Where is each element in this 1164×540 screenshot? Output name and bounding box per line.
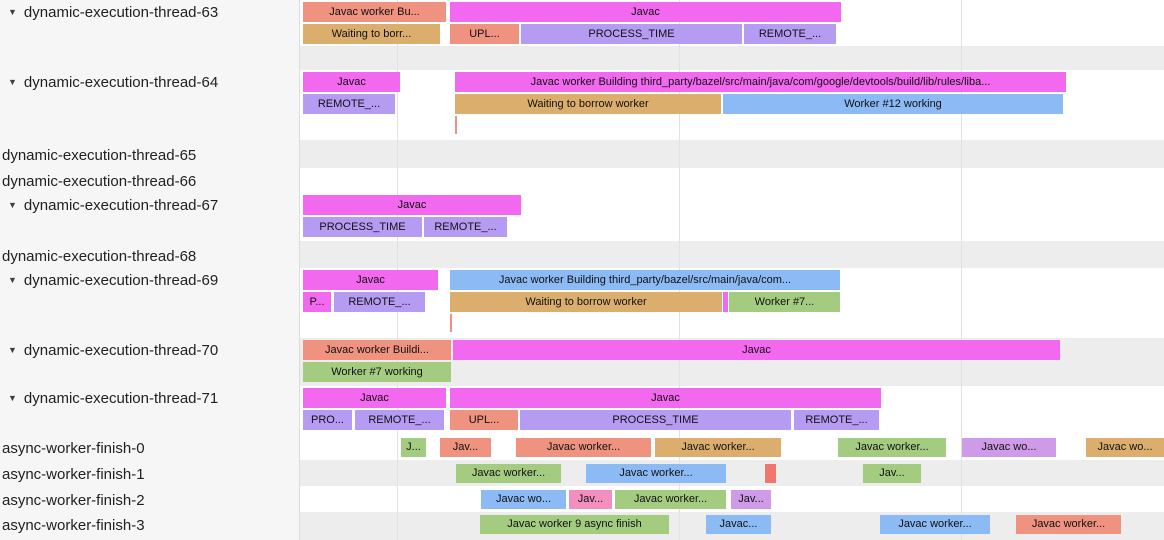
trace-slice[interactable]	[723, 292, 728, 312]
trace-slice[interactable]: Javac worker...	[838, 438, 946, 457]
track-label: async-worker-finish-1	[0, 464, 145, 484]
track-name: async-worker-finish-3	[2, 516, 145, 534]
trace-slice[interactable]: Waiting to borrow worker	[450, 292, 722, 312]
track-label: dynamic-execution-thread-65	[0, 145, 196, 165]
trace-slice[interactable]: Javac...	[706, 515, 771, 534]
trace-slice[interactable]: Waiting to borr...	[303, 24, 440, 44]
trace-slice[interactable]: REMOTE_...	[794, 410, 879, 430]
trace-slice[interactable]: Javac worker Bu...	[303, 2, 446, 22]
trace-slice[interactable]: Javac	[303, 388, 446, 408]
trace-slice[interactable]: REMOTE_...	[424, 217, 507, 237]
trace-slice[interactable]: Javac worker...	[880, 515, 990, 534]
track-name: dynamic-execution-thread-67	[23, 196, 219, 214]
trace-slice[interactable]: Worker #12 working	[723, 94, 1063, 114]
expander-icon[interactable]: ▼	[8, 344, 17, 355]
trace-slice[interactable]: Worker #7...	[729, 292, 840, 312]
expander-icon[interactable]: ▼	[8, 76, 17, 87]
trace-slice[interactable]	[455, 116, 457, 134]
trace-slice[interactable]: Javac wo...	[481, 490, 566, 509]
trace-slice[interactable]	[450, 314, 452, 332]
track-label: dynamic-execution-thread-68	[0, 246, 196, 266]
row-stripe	[300, 140, 1164, 168]
trace-slice[interactable]: Javac worker...	[655, 438, 781, 457]
row-stripe	[300, 46, 1164, 70]
trace-slice[interactable]: Jav...	[731, 490, 771, 509]
track-label-panel	[0, 0, 300, 540]
trace-slice[interactable]: Javac worker Building third_party/bazel/…	[455, 72, 1066, 92]
track-name: dynamic-execution-thread-71	[23, 389, 219, 407]
track-name: async-worker-finish-1	[2, 465, 145, 483]
track-name: dynamic-execution-thread-65	[2, 146, 197, 164]
track-label: ▼ dynamic-execution-thread-69	[0, 270, 218, 290]
track-name: dynamic-execution-thread-64	[23, 73, 219, 91]
trace-slice[interactable]: UPL...	[450, 410, 518, 430]
expander-icon[interactable]: ▼	[8, 199, 17, 210]
track-label: ▼ dynamic-execution-thread-67	[0, 195, 218, 215]
trace-slice[interactable]: REMOTE_...	[334, 292, 425, 312]
track-name: async-worker-finish-2	[2, 491, 145, 509]
trace-slice[interactable]: Javac	[303, 195, 521, 215]
expander-icon[interactable]: ▼	[8, 274, 17, 285]
trace-slice[interactable]: Javac worker...	[615, 490, 726, 509]
track-label: ▼ dynamic-execution-thread-64	[0, 72, 218, 92]
trace-slice[interactable]: UPL...	[450, 24, 519, 44]
trace-slice[interactable]: Javac	[450, 2, 841, 22]
trace-slice[interactable]: PROCESS_TIME	[521, 24, 742, 44]
trace-slice[interactable]: Javac	[453, 340, 1060, 360]
track-label: ▼ dynamic-execution-thread-70	[0, 340, 218, 360]
track-name: dynamic-execution-thread-70	[23, 341, 219, 359]
trace-slice[interactable]: PRO...	[303, 410, 352, 430]
track-name: dynamic-execution-thread-68	[2, 247, 197, 265]
track-name: async-worker-finish-0	[2, 439, 145, 457]
trace-slice[interactable]: REMOTE_...	[744, 24, 836, 44]
expander-icon[interactable]: ▼	[8, 392, 17, 403]
track-label: async-worker-finish-0	[0, 438, 145, 458]
trace-slice[interactable]: Waiting to borrow worker	[455, 94, 721, 114]
track-label: ▼ dynamic-execution-thread-63	[0, 2, 218, 22]
trace-slice[interactable]: P...	[303, 292, 331, 312]
track-label: async-worker-finish-3	[0, 515, 145, 535]
track-name: dynamic-execution-thread-69	[23, 271, 219, 289]
trace-slice[interactable]: Jav...	[569, 490, 612, 509]
trace-slice[interactable]: Javac worker...	[456, 464, 561, 483]
trace-slice[interactable]: PROCESS_TIME	[303, 217, 422, 237]
trace-slice[interactable]: Javac worker...	[586, 464, 726, 483]
trace-slice[interactable]: Javac	[450, 388, 881, 408]
track-label: dynamic-execution-thread-66	[0, 171, 196, 191]
trace-slice[interactable]: Javac worker...	[516, 438, 651, 457]
track-name: dynamic-execution-thread-63	[23, 3, 219, 21]
trace-slice[interactable]: Javac worker Building third_party/bazel/…	[450, 270, 840, 290]
trace-slice[interactable]: Jav...	[863, 464, 921, 483]
trace-slice[interactable]: Javac worker Buildi...	[303, 340, 451, 360]
trace-slice[interactable]: Javac wo...	[1086, 438, 1164, 457]
row-stripe	[300, 241, 1164, 268]
track-label: async-worker-finish-2	[0, 490, 145, 510]
trace-slice[interactable]: Worker #7 working	[303, 362, 451, 382]
trace-slice[interactable]: Javac	[303, 72, 400, 92]
trace-slice[interactable]: REMOTE_...	[355, 410, 444, 430]
trace-slice[interactable]: PROCESS_TIME	[520, 410, 791, 430]
trace-slice[interactable]: J...	[401, 438, 426, 457]
track-name: dynamic-execution-thread-66	[2, 172, 197, 190]
trace-slice[interactable]	[765, 464, 776, 483]
trace-slice[interactable]: REMOTE_...	[303, 94, 395, 114]
trace-slice[interactable]: Javac worker...	[1016, 515, 1121, 534]
trace-slice[interactable]: Javac wo...	[962, 438, 1056, 457]
trace-slice[interactable]: Jav...	[440, 438, 491, 457]
time-gridline	[961, 0, 962, 540]
track-label: ▼ dynamic-execution-thread-71	[0, 388, 218, 408]
expander-icon[interactable]: ▼	[8, 6, 17, 17]
trace-slice[interactable]: Javac	[303, 270, 438, 290]
row-stripe	[300, 460, 1164, 486]
trace-slice[interactable]: Javac worker 9 async finish	[480, 515, 669, 534]
